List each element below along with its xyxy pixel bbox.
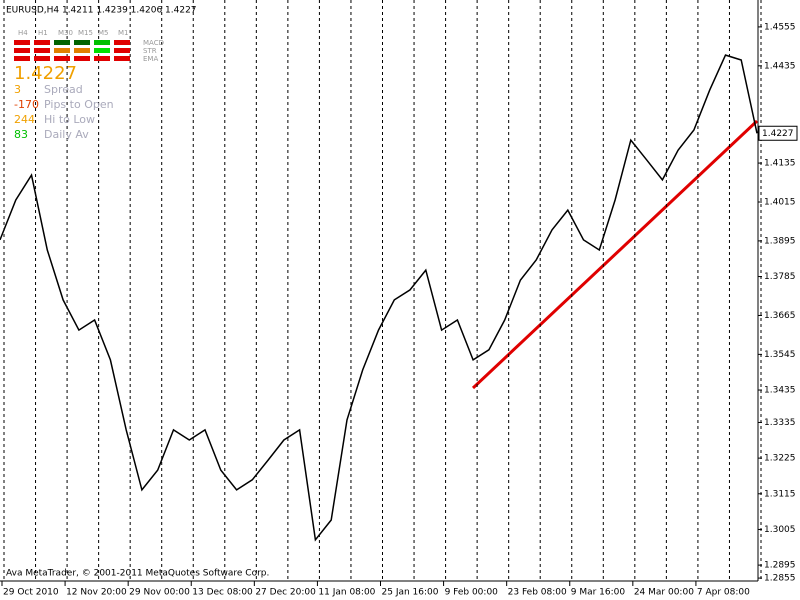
x-tick-label: 25 Jan 16:00 xyxy=(382,588,439,598)
y-tick-label: 1.3335 xyxy=(764,418,796,428)
stat-value: 3 xyxy=(14,83,21,96)
stat-label: Spread xyxy=(44,83,83,96)
x-tick-label: 9 Mar 16:00 xyxy=(571,588,626,598)
x-tick-label: 29 Nov 00:00 xyxy=(129,588,190,598)
signal-block xyxy=(34,56,50,61)
footer: Ava MetaTrader, © 2001-2011 MetaQuotes S… xyxy=(6,569,269,579)
signal-block xyxy=(34,40,50,45)
signal-block xyxy=(114,48,130,53)
signal-block xyxy=(74,48,90,53)
stat-value: 244 xyxy=(14,113,35,126)
timeframe-label: H1 xyxy=(38,29,48,37)
y-tick-label: 1.3435 xyxy=(764,386,796,396)
y-tick-label: 1.2895 xyxy=(764,561,796,571)
timeframe-label: M15 xyxy=(78,29,93,37)
indicator-label: EMA xyxy=(143,55,158,63)
y-tick-label: 1.4135 xyxy=(764,159,796,169)
y-tick-label: 1.4015 xyxy=(764,197,796,207)
y-tick-label: 1.3665 xyxy=(764,311,796,321)
x-tick-label: 7 Apr 08:00 xyxy=(697,588,750,598)
signal-block xyxy=(94,56,110,61)
x-tick-label: 11 Jan 08:00 xyxy=(318,588,375,598)
signal-block xyxy=(14,56,30,61)
x-tick-label: 29 Oct 2010 xyxy=(3,588,59,598)
timeframe-label: M30 xyxy=(58,29,73,37)
signal-block xyxy=(54,48,70,53)
stat-label: Pips to Open xyxy=(44,98,114,111)
y-tick-label: 1.3785 xyxy=(764,272,796,282)
x-tick-label: 23 Feb 08:00 xyxy=(508,588,567,598)
indicator-label: STR xyxy=(143,47,157,55)
y-tick-label: 1.3895 xyxy=(764,236,796,246)
signal-block xyxy=(94,40,110,45)
timeframe-label: M5 xyxy=(98,29,109,37)
stat-value: 83 xyxy=(14,128,28,141)
x-tick-label: 13 Dec 08:00 xyxy=(192,588,253,598)
timeframe-label: H4 xyxy=(18,29,28,37)
signal-block xyxy=(14,48,30,53)
price-line xyxy=(0,54,758,542)
signal-block xyxy=(34,48,50,53)
signal-block xyxy=(74,56,90,61)
price-box-label: 1.4227 xyxy=(762,129,794,139)
y-tick-label: 1.3225 xyxy=(764,454,796,464)
signal-block xyxy=(54,56,70,61)
x-tick-label: 24 Mar 00:00 xyxy=(634,588,694,598)
x-tick-label: 27 Dec 20:00 xyxy=(255,588,316,598)
y-tick-label: 1.3115 xyxy=(764,489,796,499)
y-tick-label: 1.3005 xyxy=(764,525,796,535)
signal-block xyxy=(54,40,70,45)
signal-block xyxy=(114,40,130,45)
x-tick-label: 9 Feb 00:00 xyxy=(445,588,499,598)
stat-value: -170 xyxy=(14,98,39,111)
price-box xyxy=(758,125,798,141)
signal-block xyxy=(94,48,110,53)
panel-price: 1.4227 xyxy=(14,63,77,84)
indicator-label: MACD xyxy=(143,39,164,47)
x-tick-label: 12 Nov 20:00 xyxy=(66,588,127,598)
y-tick-label: 1.4555 xyxy=(764,22,796,32)
stat-label: Hi to Low xyxy=(44,113,95,126)
signal-block xyxy=(74,40,90,45)
timeframe-label: M1 xyxy=(118,29,129,37)
signal-block xyxy=(114,56,130,61)
chart-header: EURUSD,H4 1.4211 1.4239 1.4206 1.4227 xyxy=(6,6,197,16)
y-tick-label: 1.2855 xyxy=(764,574,796,584)
y-tick-label: 1.4435 xyxy=(764,61,796,71)
y-tick-label: 1.3545 xyxy=(764,350,796,360)
trend-line xyxy=(471,119,759,390)
stat-label: Daily Av xyxy=(44,128,89,141)
signal-block xyxy=(14,40,30,45)
